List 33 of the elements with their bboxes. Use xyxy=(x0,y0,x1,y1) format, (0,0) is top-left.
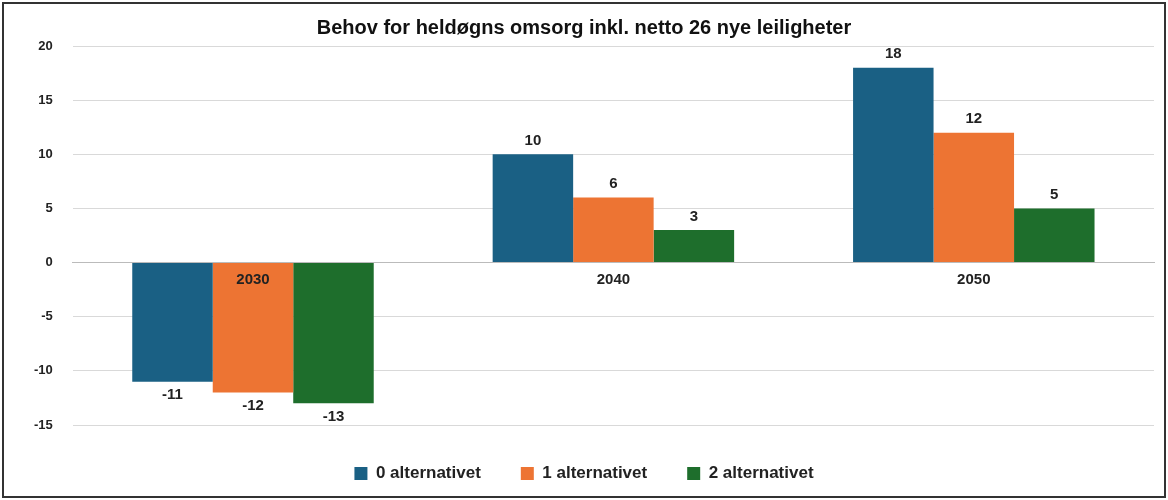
data-label: -11 xyxy=(162,385,183,403)
legend-label: 1 alternativet xyxy=(542,463,648,483)
x-tick-label: 2040 xyxy=(596,270,631,288)
data-label: 10 xyxy=(524,130,542,148)
bar xyxy=(653,230,735,263)
bar xyxy=(132,263,213,382)
data-label: 12 xyxy=(965,109,983,127)
data-label: 6 xyxy=(609,174,618,192)
y-tick-label: 20 xyxy=(38,37,53,53)
legend-label: 2 alternativet xyxy=(708,463,814,483)
bar xyxy=(293,263,374,404)
y-tick-label: -5 xyxy=(41,308,53,324)
x-tick-label: 2030 xyxy=(236,270,270,288)
data-label: -12 xyxy=(242,396,264,414)
y-tick-label: -15 xyxy=(33,416,53,432)
bar xyxy=(853,67,934,263)
y-tick-label: 5 xyxy=(45,200,53,216)
bar xyxy=(212,263,294,393)
bar xyxy=(933,132,1015,263)
legend-label: 0 alternativet xyxy=(375,463,482,483)
y-tick-label: -10 xyxy=(33,362,53,378)
data-label: 5 xyxy=(1050,185,1059,203)
data-label: 18 xyxy=(884,44,902,62)
bar xyxy=(492,154,574,263)
y-tick-label: 0 xyxy=(45,254,53,270)
bar xyxy=(573,197,654,263)
y-tick-label: 10 xyxy=(38,145,53,161)
bar xyxy=(1014,208,1095,263)
data-label: -13 xyxy=(322,406,345,424)
y-tick-label: 15 xyxy=(38,91,53,107)
x-tick-label: 2050 xyxy=(957,270,991,288)
data-label: 3 xyxy=(689,206,699,224)
chart-title: Behov for heldøgns omsorg inkl. netto 26 nye leiligheter xyxy=(316,15,852,38)
